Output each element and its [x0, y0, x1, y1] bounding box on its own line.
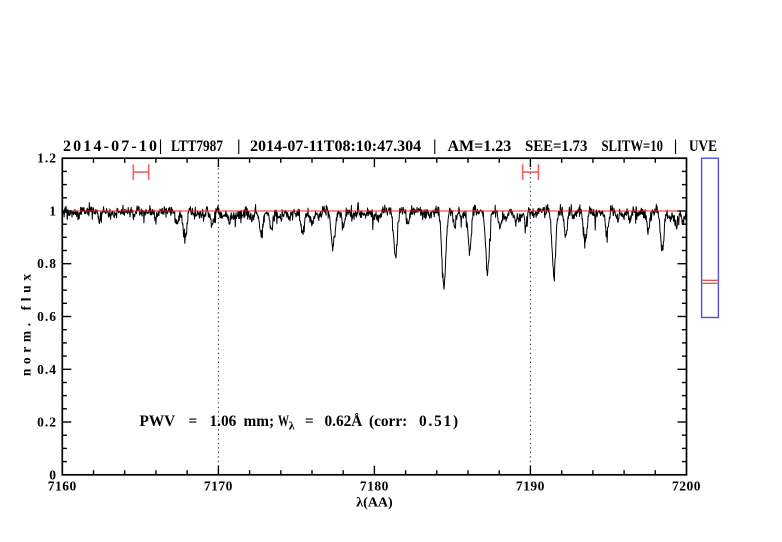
svg-text:7160: 7160	[48, 478, 77, 493]
svg-text:7170: 7170	[204, 478, 233, 493]
svg-text:1.2: 1.2	[37, 151, 57, 166]
svg-text:2014-07-11T08:10:47.304: 2014-07-11T08:10:47.304	[250, 138, 421, 155]
svg-text:|: |	[237, 138, 241, 155]
svg-text:0.8: 0.8	[37, 256, 57, 271]
svg-text:λ(AA): λ(AA)	[356, 496, 393, 511]
svg-text:1: 1	[49, 204, 57, 219]
svg-text:SLITW=10: SLITW=10	[602, 138, 663, 156]
svg-text:norm. flux: norm. flux	[19, 269, 34, 376]
svg-text:0.2: 0.2	[37, 415, 57, 430]
svg-text:|: |	[433, 138, 437, 155]
svg-text:UVE: UVE	[689, 138, 717, 155]
svg-text:SEE=1.73: SEE=1.73	[525, 137, 588, 155]
svg-text:|: |	[159, 138, 163, 155]
svg-text:AM=1.23: AM=1.23	[448, 138, 512, 155]
svg-text:0.6: 0.6	[37, 309, 57, 324]
svg-text:7190: 7190	[516, 478, 545, 493]
svg-text:7200: 7200	[672, 478, 701, 493]
svg-text:|: |	[674, 138, 678, 155]
svg-text:0: 0	[49, 467, 57, 482]
svg-text:2014-07-10: 2014-07-10	[63, 138, 159, 155]
svg-text:LTT7987: LTT7987	[171, 138, 223, 155]
svg-text:0.4: 0.4	[37, 362, 57, 377]
svg-text:7180: 7180	[360, 478, 389, 493]
